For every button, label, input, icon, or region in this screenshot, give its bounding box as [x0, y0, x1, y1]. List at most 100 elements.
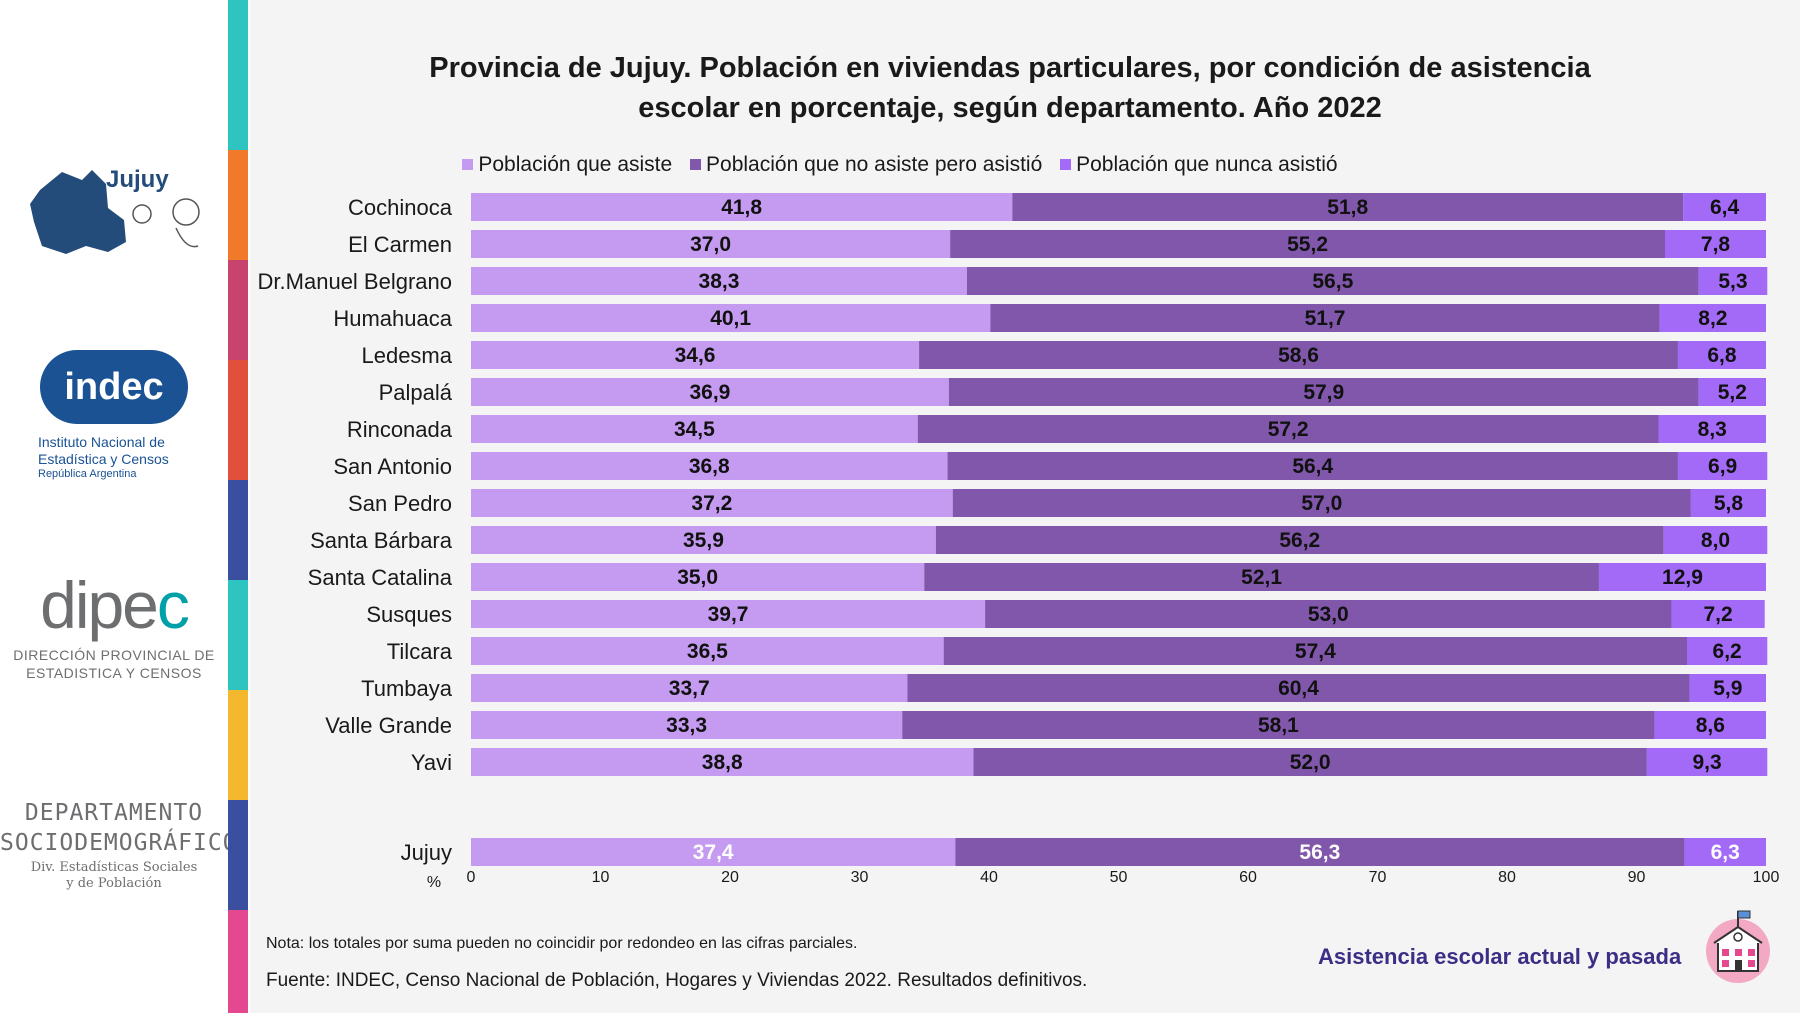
category-label-san-antonio: San Antonio [333, 454, 452, 479]
legend-swatch-asiste [462, 159, 474, 170]
data-label-rinconada-series-2: 57,2 [1268, 418, 1309, 441]
data-label-rinconada-series-3: 8,3 [1698, 418, 1727, 441]
data-label-rinconada-series-1: 34,5 [674, 418, 715, 441]
legend-item-nunca: Población que nunca asistió [1060, 153, 1338, 177]
x-tick-90: 90 [1628, 869, 1646, 886]
data-label-cochinoca-series-3: 6,4 [1710, 196, 1740, 219]
legend-swatch-nunca [1060, 159, 1072, 170]
dipec-line-2: ESTADISTICA Y CENSOS [26, 665, 202, 681]
bar-santa-barbara-series-1 [471, 526, 936, 554]
data-label-palpala-series-2: 57,9 [1303, 381, 1344, 404]
data-label-dr-manuel-belgrano-series-1: 38,3 [699, 270, 740, 293]
depto-line-2: SOCIODEMOGRÁFICO [0, 830, 238, 856]
bar-tumbaya-series-1 [471, 674, 908, 702]
data-label-dr-manuel-belgrano-series-2: 56,5 [1312, 270, 1353, 293]
bar-el-carmen-series-2 [950, 230, 1665, 258]
data-label-palpala-series-3: 5,2 [1718, 381, 1747, 404]
category-label-san-pedro: San Pedro [348, 491, 452, 516]
dipec-logo: dipec DIRECCIÓN PROVINCIAL DE ESTADISTIC… [0, 570, 228, 682]
bar-valle-grande-series-1 [471, 711, 903, 739]
category-label-el-carmen: El Carmen [348, 232, 452, 257]
x-tick-50: 50 [1110, 869, 1128, 886]
bar-rinconada-series-1 [471, 415, 918, 443]
x-tick-0: 0 [467, 869, 476, 886]
bar-palpala-series-2 [948, 378, 1699, 406]
bar-el-carmen-series-1 [471, 230, 951, 258]
x-tick-80: 80 [1498, 869, 1516, 886]
sidebar-logos: Jujuy indec Instituto Nacional de Estadí… [0, 0, 238, 1013]
dipec-wordmark: dipec [0, 570, 228, 640]
category-label-susques: Susques [366, 602, 452, 627]
bar-san-pedro-series-3 [1690, 489, 1766, 517]
decorative-strip [228, 0, 248, 1013]
data-label-valle-grande-series-2: 58,1 [1258, 714, 1299, 737]
bar-el-carmen-series-3 [1664, 230, 1766, 258]
bar-san-pedro-series-1 [471, 489, 953, 517]
indec-line-2: Estadística y Censos [38, 451, 169, 467]
x-tick-20: 20 [721, 869, 739, 886]
bar-dr-manuel-belgrano-series-1 [471, 267, 967, 295]
indec-line-1: Instituto Nacional de [38, 434, 165, 450]
data-label-tumbaya-series-2: 60,4 [1278, 677, 1319, 700]
data-label-santa-catalina-series-1: 35,0 [677, 566, 718, 589]
data-label-el-carmen-series-2: 55,2 [1287, 233, 1328, 256]
data-label-san-antonio-series-3: 6,9 [1708, 455, 1737, 478]
bar-tilcara-series-1 [471, 637, 944, 665]
bar-san-pedro-series-2 [952, 489, 1691, 517]
data-label-santa-barbara-series-1: 35,9 [683, 529, 724, 552]
data-label-san-pedro-series-1: 37,2 [691, 492, 732, 515]
bar-rinconada-series-2 [917, 415, 1659, 443]
legend-label-no-asiste: Población que no asiste pero asistió [706, 152, 1043, 176]
bar-cochinoca-series-3 [1683, 193, 1766, 221]
data-label-ledesma-series-3: 6,8 [1707, 344, 1737, 367]
footnote: Nota: los totales por suma pueden no coi… [266, 935, 858, 952]
data-label-san-antonio-series-1: 36,8 [689, 455, 730, 478]
legend-label-nunca: Población que nunca asistió [1076, 152, 1338, 176]
category-label-jujuy: Jujuy [401, 840, 452, 865]
bar-san-antonio-series-3 [1677, 452, 1768, 480]
bar-rinconada-series-3 [1658, 415, 1766, 443]
category-label-valle-grande: Valle Grande [325, 713, 452, 738]
data-label-cochinoca-series-1: 41,8 [721, 196, 762, 219]
bar-susques-series-1 [471, 600, 986, 628]
bar-palpala-series-1 [471, 378, 949, 406]
bar-tumbaya-series-2 [907, 674, 1690, 702]
data-label-susques-series-3: 7,2 [1703, 603, 1732, 626]
bar-valle-grande-series-2 [902, 711, 1655, 739]
data-label-dr-manuel-belgrano-series-3: 5,3 [1718, 270, 1747, 293]
x-axis-label: % [427, 874, 441, 891]
bar-cochinoca-series-2 [1012, 193, 1684, 221]
bar-tilcara-series-2 [943, 637, 1688, 665]
section-tag: Asistencia escolar actual y pasada [1318, 944, 1682, 969]
bar-san-antonio-series-2 [947, 452, 1678, 480]
dipec-wordmark-c: c [156, 568, 190, 642]
x-tick-40: 40 [980, 869, 998, 886]
jujuy-map-icon [30, 170, 200, 254]
category-label-dr-manuel-belgrano: Dr.Manuel Belgrano [258, 269, 452, 294]
data-label-yavi-series-1: 38,8 [702, 751, 743, 774]
bar-cochinoca-series-1 [471, 193, 1013, 221]
depto-line-4: y de Población [66, 876, 162, 891]
x-tick-70: 70 [1369, 869, 1387, 886]
bar-jujuy-series-3 [1684, 838, 1766, 866]
legend-label-asiste: Población que asiste [478, 152, 673, 176]
indec-badge: indec [40, 350, 188, 424]
bar-susques-series-2 [985, 600, 1672, 628]
data-label-el-carmen-series-1: 37,0 [690, 233, 731, 256]
source-note: Fuente: INDEC, Censo Nacional de Poblaci… [266, 970, 1088, 991]
data-label-santa-barbara-series-3: 8,0 [1701, 529, 1730, 552]
data-label-jujuy-series-2: 56,3 [1299, 841, 1340, 864]
bar-tumbaya-series-3 [1689, 674, 1766, 702]
indec-line-3: República Argentina [38, 468, 137, 480]
bar-susques-series-3 [1671, 600, 1765, 628]
data-label-tumbaya-series-1: 33,7 [669, 677, 710, 700]
data-label-ledesma-series-1: 34,6 [675, 344, 716, 367]
data-label-santa-catalina-series-3: 12,9 [1662, 566, 1703, 589]
chart-title-line-2: escolar en porcentaje, según departament… [638, 92, 1382, 124]
bar-santa-barbara-series-3 [1663, 526, 1768, 554]
data-label-santa-catalina-series-2: 52,1 [1241, 566, 1282, 589]
category-label-santa-barbara: Santa Bárbara [310, 528, 453, 553]
category-label-palpala: Palpalá [379, 380, 453, 405]
bar-jujuy-series-2 [955, 838, 1685, 866]
